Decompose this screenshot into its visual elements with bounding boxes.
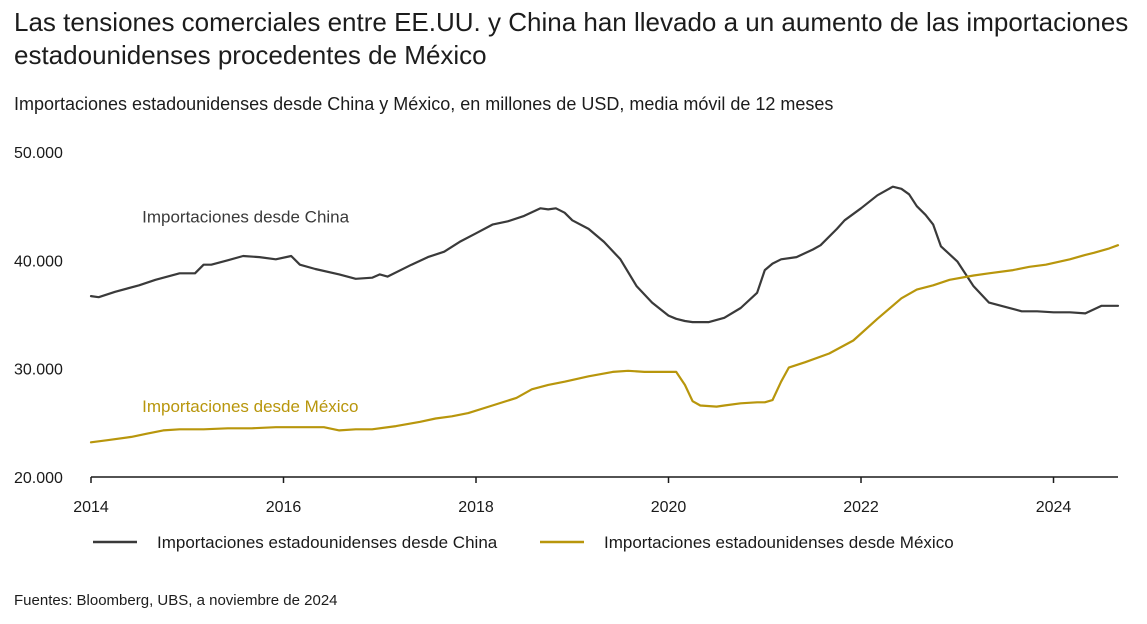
series-line-china xyxy=(89,185,1120,324)
x-tick-label: 2016 xyxy=(266,499,302,516)
x-tick-label: 2024 xyxy=(1036,499,1072,516)
series-line-mexico xyxy=(89,244,1120,444)
chart-subtitle: Importaciones estadounidenses desde Chin… xyxy=(14,94,834,114)
series-lines xyxy=(89,185,1120,444)
y-axis-ticks: 20.000 30.000 40.000 50.000 xyxy=(14,145,63,487)
chart-title: Las tensiones comerciales entre EE.UU. y… xyxy=(14,7,1129,70)
source-note: Fuentes: Bloomberg, UBS, a noviembre de … xyxy=(14,592,338,609)
y-tick-label: 30.000 xyxy=(14,362,63,379)
legend: Importaciones estadounidenses desde Chin… xyxy=(93,533,954,552)
x-tick-label: 2020 xyxy=(651,499,687,516)
y-tick-label: 40.000 xyxy=(14,253,63,270)
annotation-mexico: Importaciones desde México xyxy=(142,397,358,416)
x-tick-label: 2014 xyxy=(73,499,109,516)
y-tick-label: 20.000 xyxy=(14,470,63,487)
y-tick-label: 50.000 xyxy=(14,145,63,162)
line-chart: 20.000 30.000 40.000 50.000 2014 2016 2018 202… xyxy=(14,145,1120,552)
x-axis: 2014 2016 2018 2020 2022 2024 xyxy=(73,476,1118,516)
x-tick-label: 2022 xyxy=(843,499,879,516)
legend-label-china: Importaciones estadounidenses desde Chin… xyxy=(157,533,498,552)
line-annotations: Importaciones desde China Importaciones d… xyxy=(142,207,358,416)
legend-label-mexico: Importaciones estadounidenses desde Méxi… xyxy=(604,533,954,552)
x-tick-label: 2018 xyxy=(458,499,494,516)
annotation-china: Importaciones desde China xyxy=(142,207,350,226)
